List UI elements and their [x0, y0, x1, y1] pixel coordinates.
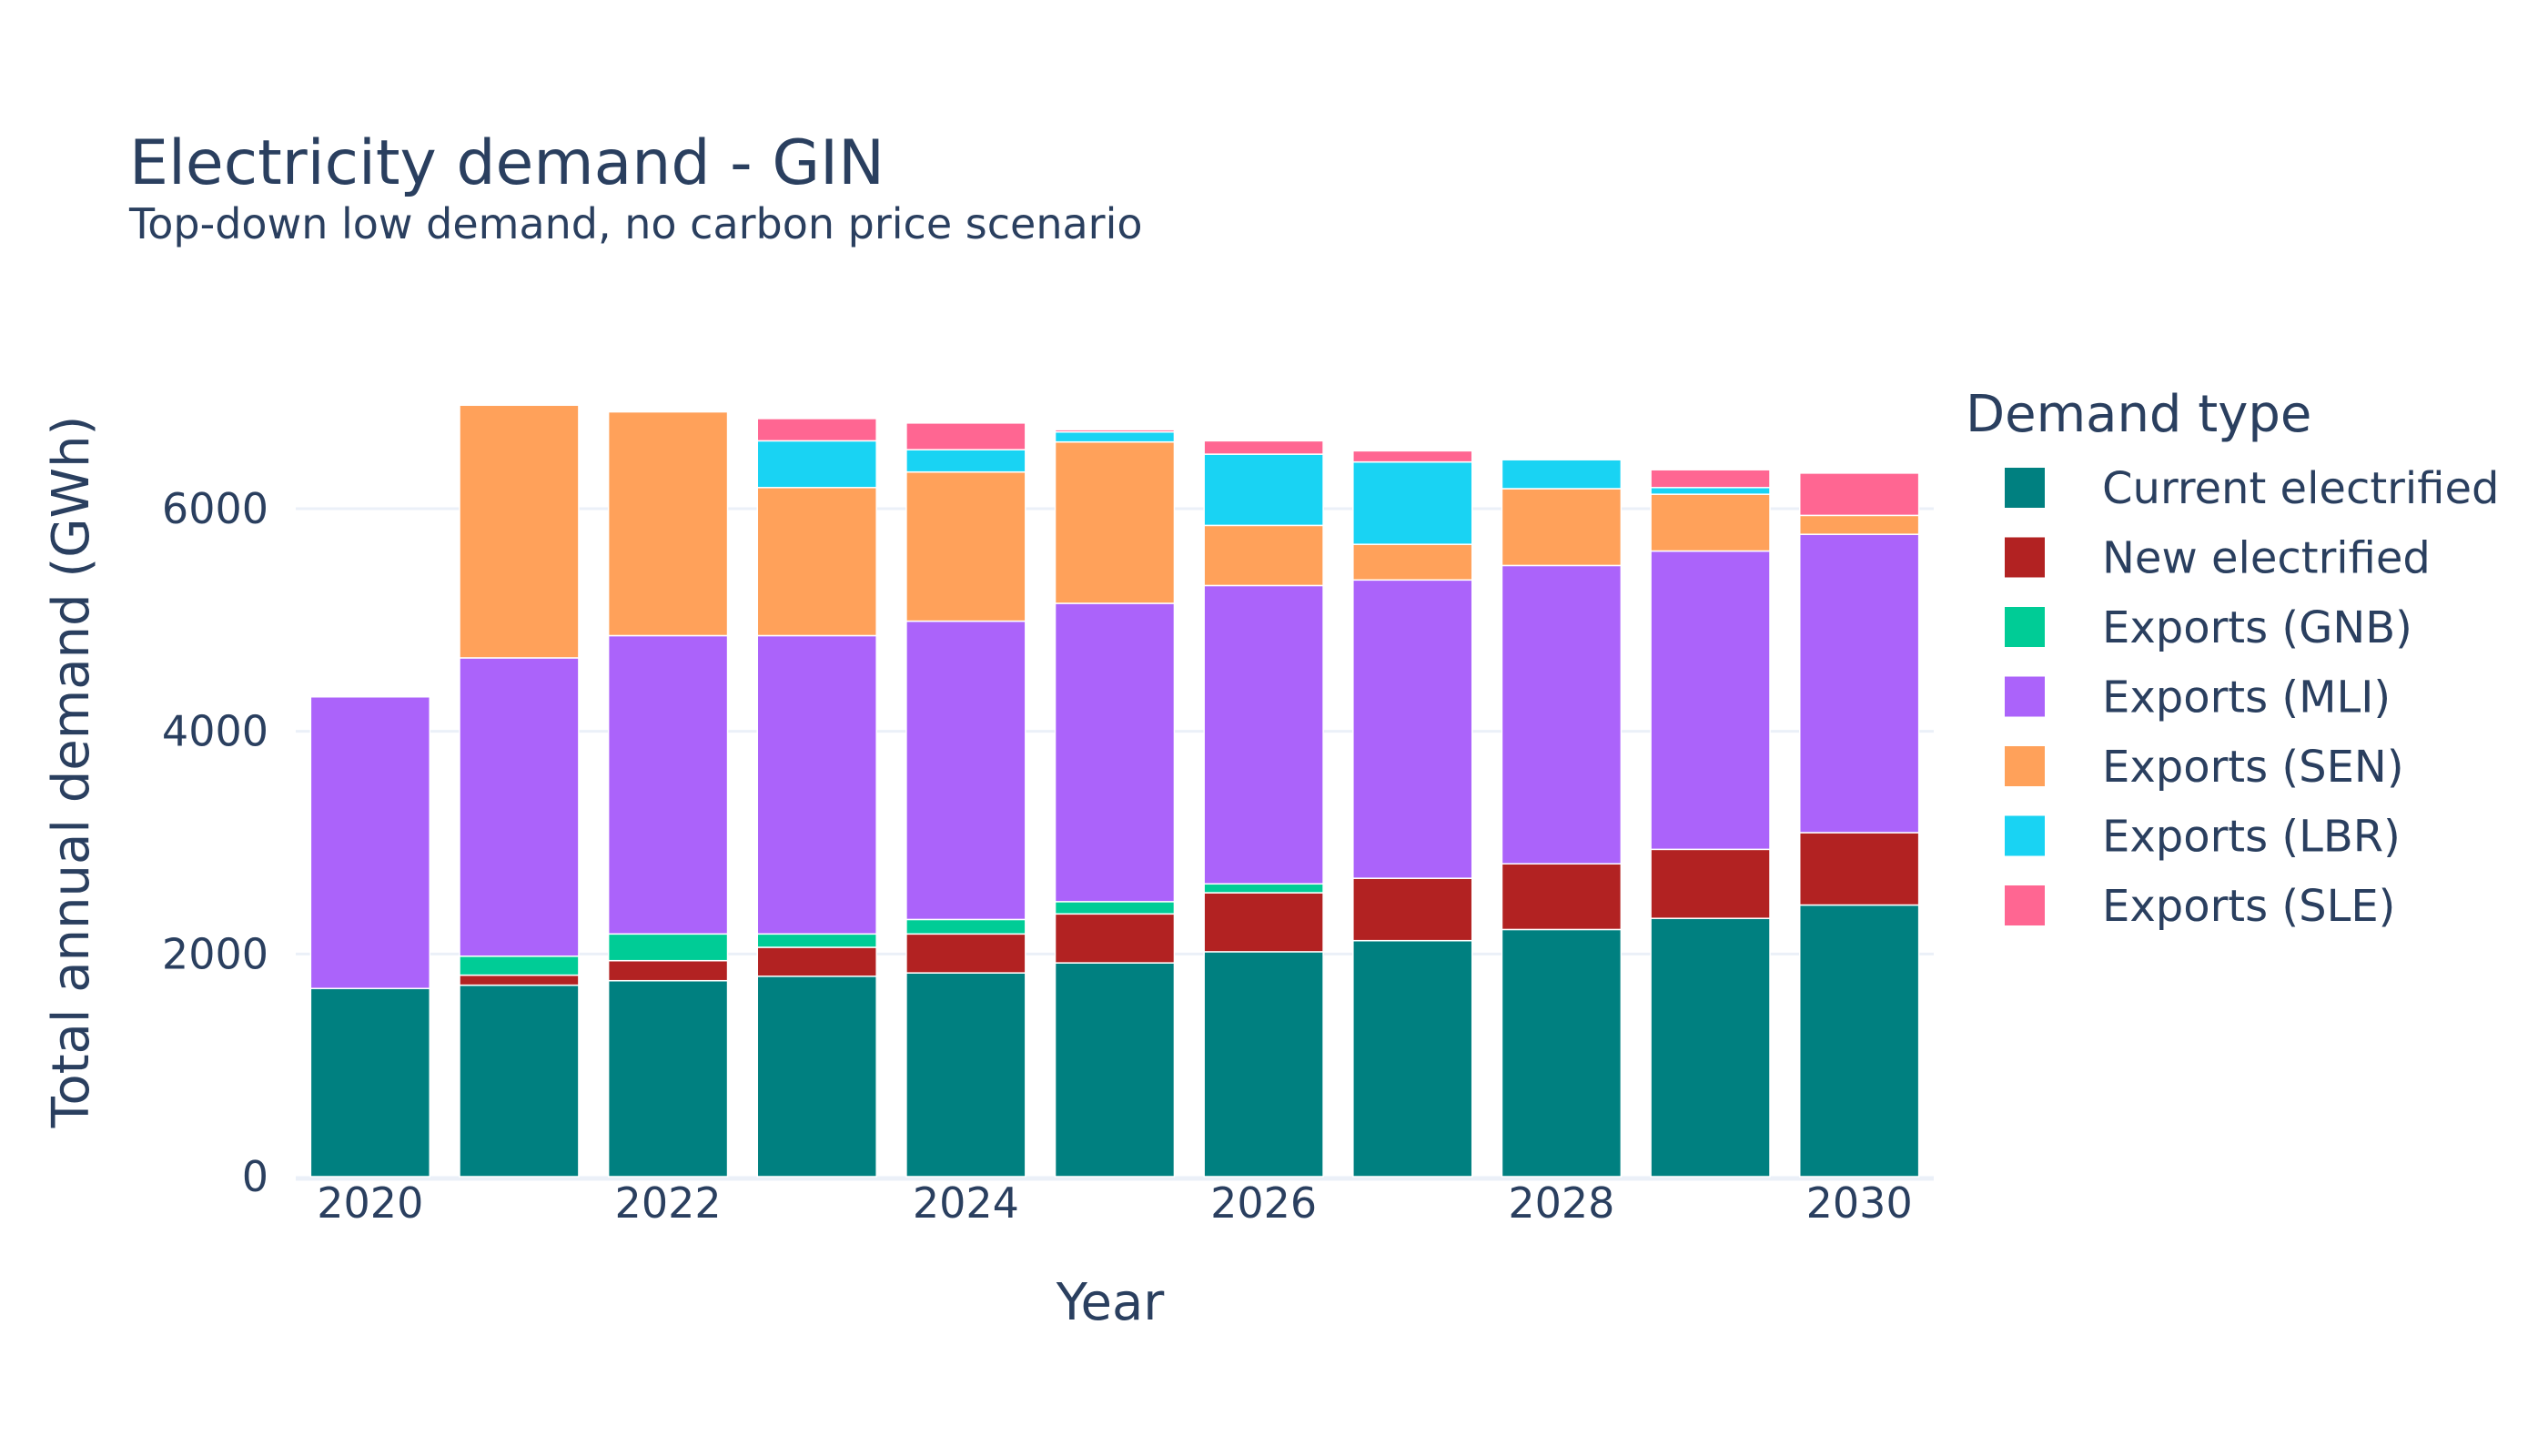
bar-segment	[1798, 472, 1920, 517]
y-tick-label: 2000	[162, 929, 268, 978]
bar-segment	[1203, 524, 1324, 587]
bar-segment	[1203, 883, 1324, 894]
bar-segment	[607, 979, 729, 1178]
bar-segment	[1650, 848, 1771, 919]
bar-segment	[1501, 863, 1623, 931]
bars	[309, 404, 1920, 1178]
legend: Demand type Current electrified New elect…	[1966, 385, 2499, 932]
legend-swatch	[2005, 468, 2045, 508]
bar-segment	[1352, 579, 1473, 879]
bar-segment	[1798, 832, 1920, 906]
bar-segment	[1054, 429, 1176, 433]
bar-segment	[1352, 460, 1473, 545]
bar-segment	[1352, 450, 1473, 463]
bar-segment	[905, 422, 1026, 450]
bar-segment	[1501, 928, 1623, 1178]
bar-segment	[1054, 602, 1176, 903]
bar-segment	[1501, 564, 1623, 865]
legend-label: Exports (SEN)	[2102, 742, 2404, 793]
legend-swatch	[2005, 746, 2045, 786]
bar-segment	[1650, 917, 1771, 1178]
bar-segment	[1798, 904, 1920, 1178]
bar-segment	[1054, 430, 1176, 443]
bar-segment	[1650, 469, 1771, 489]
bar-segment	[1203, 951, 1324, 1178]
legend-label: New electrified	[2102, 533, 2431, 584]
bar-segment	[1650, 493, 1771, 552]
legend-title: Demand type	[1966, 385, 2311, 444]
bar-segment	[1352, 543, 1473, 581]
x-tick-label: 2024	[913, 1178, 1019, 1228]
bar-segment	[905, 933, 1026, 974]
bar-segment	[756, 976, 877, 1178]
bar-segment	[1352, 877, 1473, 942]
y-tick-label: 4000	[162, 707, 268, 756]
bar-segment	[309, 987, 431, 1178]
bar-segment	[1054, 901, 1176, 915]
bar-segment	[309, 696, 431, 990]
bar-segment	[756, 946, 877, 977]
bar-segment	[1501, 459, 1623, 490]
bar-segment	[1501, 488, 1623, 567]
legend-label: Current electrified	[2102, 463, 2499, 514]
bar-segment	[1352, 939, 1473, 1178]
x-axis-ticks: 2020 2022 2024 2026 2028 2030	[317, 1178, 1912, 1228]
bar-segment	[905, 972, 1026, 1178]
bar-segment	[905, 449, 1026, 473]
bar-segment	[459, 984, 580, 1178]
legend-swatch	[2005, 815, 2045, 856]
x-tick-label: 2028	[1508, 1178, 1614, 1228]
bar-segment	[905, 620, 1026, 921]
legend-swatch	[2005, 607, 2045, 647]
bar-segment	[1054, 913, 1176, 964]
x-tick-label: 2022	[615, 1178, 722, 1228]
legend-label: Exports (MLI)	[2102, 672, 2391, 723]
legend-label: Exports (SLE)	[2102, 881, 2395, 932]
bar-segment	[905, 918, 1026, 935]
bar-segment	[756, 487, 877, 637]
bar-segment	[1203, 453, 1324, 527]
bar-segment	[905, 470, 1026, 622]
bar-segment	[1650, 550, 1771, 851]
bar-segment	[756, 440, 877, 489]
bar-segment	[607, 410, 729, 637]
bar-segment	[756, 634, 877, 935]
legend-swatch	[2005, 885, 2045, 925]
x-tick-label: 2030	[1806, 1178, 1913, 1228]
legend-label: Exports (LBR)	[2102, 812, 2401, 863]
bar-segment	[1650, 487, 1771, 495]
y-axis-title: Total annual demand (GWh)	[42, 416, 101, 1129]
x-axis-title: Year	[1056, 1273, 1166, 1332]
bar-segment	[1054, 440, 1176, 604]
bar-segment	[459, 404, 580, 659]
bar-segment	[607, 634, 729, 935]
bar-segment	[1203, 440, 1324, 455]
chart-subtitle: Top-down low demand, no carbon price sce…	[128, 199, 1143, 248]
bar-segment	[1798, 533, 1920, 834]
legend-swatch	[2005, 676, 2045, 717]
bar-segment	[1054, 962, 1176, 1178]
x-tick-label: 2026	[1210, 1178, 1317, 1228]
x-tick-label: 2020	[317, 1178, 423, 1228]
bar-segment	[1203, 892, 1324, 953]
bar-segment	[1798, 514, 1920, 535]
y-tick-label: 6000	[162, 484, 268, 533]
legend-swatch	[2005, 537, 2045, 578]
bar-segment	[1203, 584, 1324, 885]
bar-segment	[459, 657, 580, 957]
y-tick-label: 0	[242, 1152, 268, 1201]
y-axis-ticks: 0 2000 4000 6000	[162, 484, 268, 1201]
bar-segment	[607, 959, 729, 982]
bar-segment	[756, 418, 877, 442]
chart-title: Electricity demand - GIN	[129, 127, 885, 199]
bar-segment	[459, 974, 580, 986]
bar-segment	[459, 956, 580, 976]
legend-label: Exports (GNB)	[2102, 602, 2412, 653]
bar-segment	[756, 933, 877, 948]
bar-segment	[607, 933, 729, 962]
